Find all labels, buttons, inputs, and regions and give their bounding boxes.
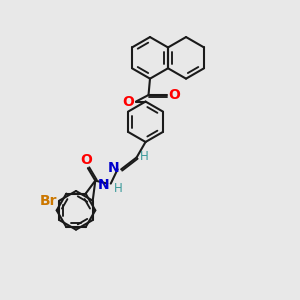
Text: O: O [168,88,180,102]
Text: H: H [140,150,149,163]
Text: O: O [80,153,92,166]
Text: Br: Br [39,194,57,208]
Text: N: N [98,178,109,192]
Text: H: H [114,182,122,195]
Text: N: N [108,161,120,175]
Text: O: O [122,94,134,109]
